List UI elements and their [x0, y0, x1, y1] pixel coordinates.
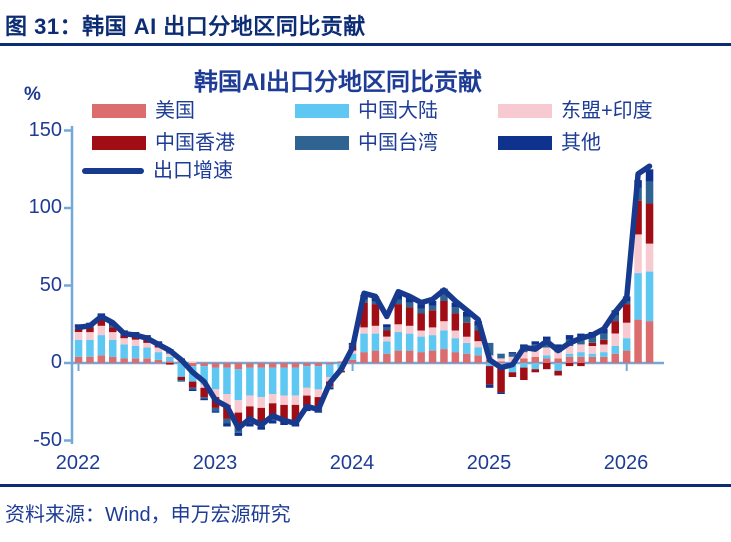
y-tick-0: 0 — [50, 351, 62, 373]
legend-item-asean-india: 东盟+印度 — [498, 100, 653, 122]
x-tick-2024: 2024 — [329, 452, 375, 474]
x-tick-2025: 2025 — [466, 452, 512, 474]
y-tick-50: 50 — [39, 274, 62, 296]
y-tick-minus-50: -50 — [33, 429, 62, 451]
footer-divider — [0, 484, 731, 487]
legend-label-other: 其他 — [561, 132, 601, 154]
figure-caption: 图 31：韩国 AI 出口分地区同比贡献 — [5, 14, 366, 39]
legend-label-taiwan: 中国台湾 — [358, 132, 438, 154]
x-tick-2023: 2023 — [192, 452, 238, 474]
legend-swatch-hongkong — [92, 136, 146, 150]
legend-item-taiwan: 中国台湾 — [295, 132, 438, 154]
legend-item-export-growth: 出口增速 — [82, 160, 233, 182]
legend-item-other: 其他 — [498, 132, 601, 154]
legend-swatch-china-mainland — [295, 104, 349, 118]
y-tick-150: 150 — [28, 119, 62, 141]
legend-swatch-asean-india — [498, 104, 552, 118]
legend-swatch-us — [92, 104, 146, 118]
legend-item-hongkong: 中国香港 — [92, 132, 235, 154]
legend-item-china-mainland: 中国大陆 — [295, 100, 438, 122]
source-note: 资料来源：Wind，申万宏源研究 — [5, 504, 291, 526]
y-tick-100: 100 — [28, 196, 62, 218]
legend-label-asean-india: 东盟+印度 — [561, 100, 653, 122]
legend-label-us: 美国 — [155, 100, 195, 122]
legend-line-swatch-export-growth — [82, 168, 144, 174]
x-tick-2026: 2026 — [603, 452, 649, 474]
legend-swatch-other — [498, 136, 552, 150]
legend-item-us: 美国 — [92, 100, 195, 122]
caption-underline — [0, 43, 731, 46]
legend-label-hongkong: 中国香港 — [155, 132, 235, 154]
legend-label-china-mainland: 中国大陆 — [358, 100, 438, 122]
chart-title: 韩国AI出口分地区同比贡献 — [194, 69, 482, 96]
x-tick-2022: 2022 — [55, 452, 101, 474]
legend-label-export-growth: 出口增速 — [153, 160, 233, 182]
legend-swatch-taiwan — [295, 136, 349, 150]
y-axis-unit-label: % — [24, 84, 41, 105]
